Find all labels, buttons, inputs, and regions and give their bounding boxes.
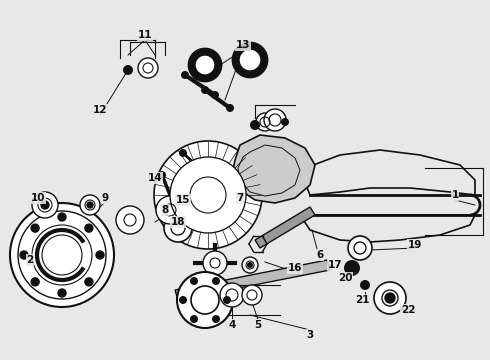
Circle shape — [179, 149, 187, 157]
Circle shape — [212, 315, 220, 323]
Text: 15: 15 — [176, 195, 190, 205]
Circle shape — [281, 118, 289, 126]
Circle shape — [31, 224, 39, 232]
Circle shape — [242, 257, 258, 273]
Circle shape — [85, 224, 93, 232]
Circle shape — [10, 203, 114, 307]
Circle shape — [223, 296, 231, 304]
Text: 5: 5 — [254, 320, 262, 330]
Circle shape — [116, 206, 144, 234]
Circle shape — [80, 195, 100, 215]
Circle shape — [189, 49, 221, 81]
Polygon shape — [255, 207, 315, 248]
Text: 22: 22 — [401, 305, 415, 315]
Circle shape — [85, 278, 93, 286]
Text: 8: 8 — [161, 205, 169, 215]
Circle shape — [31, 278, 39, 286]
Polygon shape — [175, 260, 330, 300]
Text: 12: 12 — [93, 105, 107, 115]
Circle shape — [233, 43, 267, 77]
Circle shape — [360, 280, 370, 290]
Circle shape — [220, 283, 244, 307]
Circle shape — [158, 171, 166, 179]
Text: 2: 2 — [26, 255, 34, 265]
Circle shape — [348, 236, 372, 260]
Circle shape — [174, 161, 242, 229]
Circle shape — [212, 277, 220, 285]
Text: 13: 13 — [236, 40, 250, 50]
Circle shape — [203, 251, 227, 275]
Circle shape — [138, 58, 158, 78]
Circle shape — [58, 289, 66, 297]
Circle shape — [32, 192, 58, 218]
Circle shape — [87, 202, 93, 208]
Circle shape — [385, 293, 395, 303]
Text: 11: 11 — [138, 30, 152, 40]
Circle shape — [177, 272, 233, 328]
Circle shape — [179, 296, 187, 304]
Circle shape — [154, 141, 262, 249]
Text: 6: 6 — [317, 250, 323, 260]
Circle shape — [170, 157, 246, 233]
Circle shape — [156, 196, 184, 224]
Circle shape — [226, 104, 234, 112]
Circle shape — [256, 113, 274, 131]
Circle shape — [239, 49, 261, 71]
Circle shape — [96, 251, 104, 259]
Circle shape — [374, 282, 406, 314]
Text: 1: 1 — [451, 190, 459, 200]
Text: 10: 10 — [31, 193, 45, 203]
Text: 14: 14 — [147, 173, 162, 183]
Text: 4: 4 — [228, 320, 236, 330]
Circle shape — [181, 71, 189, 79]
Circle shape — [20, 251, 28, 259]
Circle shape — [164, 214, 192, 242]
Polygon shape — [232, 135, 315, 203]
Circle shape — [41, 201, 49, 209]
Circle shape — [195, 55, 215, 75]
Circle shape — [123, 65, 133, 75]
Text: 21: 21 — [355, 295, 369, 305]
Circle shape — [190, 315, 198, 323]
Text: 20: 20 — [338, 273, 352, 283]
Circle shape — [242, 285, 262, 305]
Circle shape — [250, 120, 260, 130]
Circle shape — [190, 277, 198, 285]
Circle shape — [344, 260, 360, 276]
Text: 9: 9 — [101, 193, 109, 203]
Circle shape — [211, 91, 219, 99]
Text: 7: 7 — [236, 193, 244, 203]
Circle shape — [201, 86, 209, 94]
Circle shape — [264, 109, 286, 131]
Text: 18: 18 — [171, 217, 185, 227]
Text: 19: 19 — [408, 240, 422, 250]
Circle shape — [58, 213, 66, 221]
Text: 3: 3 — [306, 330, 314, 340]
Text: 17: 17 — [328, 260, 343, 270]
Circle shape — [247, 262, 253, 268]
Text: 16: 16 — [288, 263, 302, 273]
